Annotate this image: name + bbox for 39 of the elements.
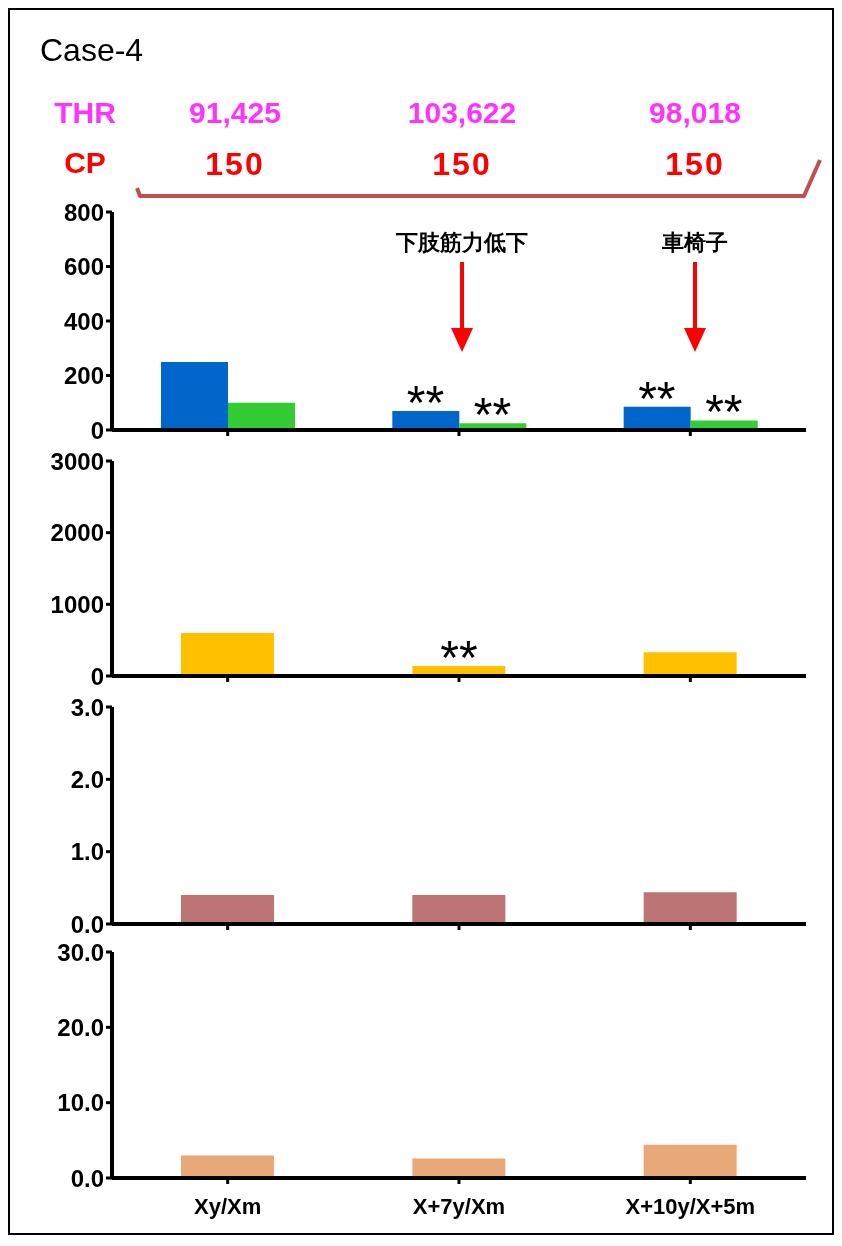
y-tick-label: 0 [90,662,104,690]
y-tick-label: 2.0 [70,765,104,793]
y-tick-label: 2000 [50,519,104,547]
text: 150 [431,146,493,183]
text: 150 [664,146,726,183]
chart-title: Case-4 [40,32,144,69]
y-tick-label: 800 [63,198,104,226]
text: 150 [204,146,266,183]
y-tick-label: 200 [63,362,104,390]
x-tick-label: Xy/Xm [194,1193,262,1219]
text: CP [63,146,107,180]
x-tick-label: X+7y/Xm [412,1193,506,1219]
y-tick-label: 1000 [50,590,104,618]
y-tick-label: 3000 [50,447,104,475]
text: 103,622 [406,96,518,130]
annotation: ** [473,388,512,442]
y-tick-label: 30.0 [57,938,104,966]
annotation: ** [638,371,676,425]
annotation: ** [406,375,445,429]
annotation: 下肢筋力低下 [395,229,529,257]
text: 91,425 [188,96,282,130]
y-tick-label: 3.0 [70,693,104,721]
annotation: 車椅子 [661,229,729,257]
bar [623,406,691,430]
bar [161,361,228,430]
annotation: ** [440,630,478,684]
y-tick-label: 10.0 [57,1089,104,1117]
x-tick-label: X+10y/X+5m [625,1193,756,1219]
annotation: ** [705,385,743,439]
y-tick-label: 600 [63,253,104,281]
text: 98,018 [648,96,742,130]
y-tick-label: 1.0 [70,838,104,866]
bar [228,402,295,430]
y-tick-label: 0.0 [70,910,104,938]
y-tick-label: 20.0 [57,1013,104,1041]
y-tick-label: 0.0 [70,1164,104,1192]
y-tick-label: 400 [63,307,104,335]
text: THR [53,96,117,130]
y-tick-label: 0 [90,416,104,444]
